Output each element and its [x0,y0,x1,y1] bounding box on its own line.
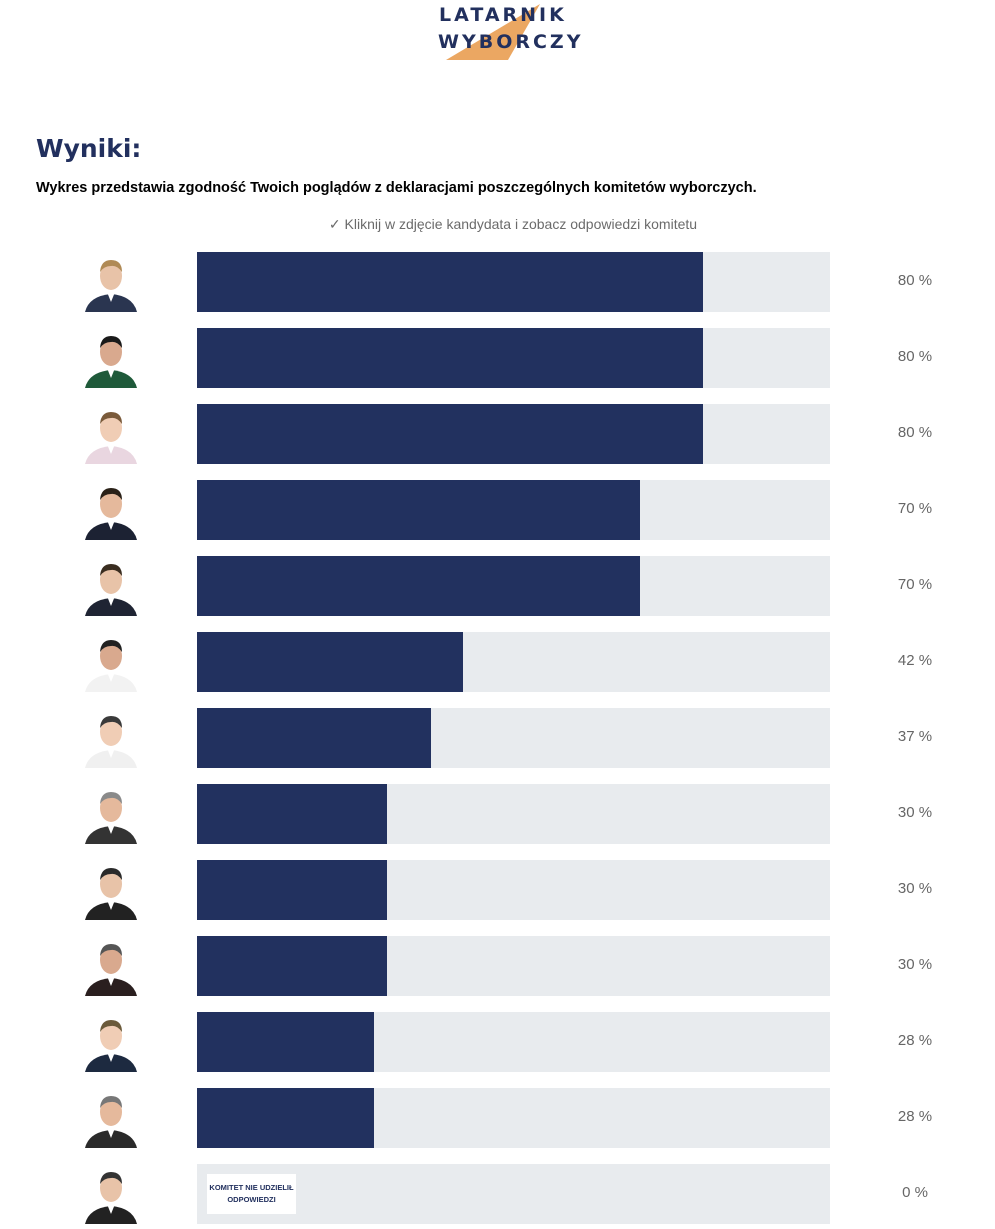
candidate-portrait-icon [81,556,141,616]
result-bar-track [197,1088,830,1148]
result-row: KOMITET NIE UDZIELIŁ ODPOWIEDZI 0 % [0,1164,995,1224]
result-percent: 28 % [897,1108,933,1125]
result-bar-track [197,328,830,388]
candidate-photo[interactable] [81,936,141,996]
result-bar-fill [197,252,704,312]
candidate-photo[interactable] [81,328,141,388]
logo-accent-shape [446,4,540,60]
candidate-photo[interactable] [81,556,141,616]
candidate-photo[interactable] [81,1164,141,1224]
result-percent: 70 % [897,500,933,517]
result-percent: 37 % [897,728,933,745]
result-percent: 80 % [897,424,933,441]
result-bar-track [197,404,830,464]
result-row: 30 % [0,860,995,920]
candidate-photo[interactable] [81,784,141,844]
result-bar-fill [197,936,387,996]
result-percent: 80 % [897,348,933,365]
result-bar-fill [197,404,704,464]
result-row: 28 % [0,1012,995,1072]
page-title: Wyniki: [36,134,142,163]
page-subtitle: Wykres przedstawia zgodność Twoich poglą… [36,180,757,196]
result-bar-track [197,860,830,920]
result-percent: 42 % [897,652,933,669]
result-bar-fill [197,328,704,388]
result-row: 70 % [0,556,995,616]
candidate-portrait-icon [81,1012,141,1072]
logo-line-1: LATARNIK [439,4,567,26]
result-bar-fill [197,784,387,844]
candidate-photo[interactable] [81,1088,141,1148]
candidate-photo[interactable] [81,860,141,920]
result-row: 80 % [0,252,995,312]
hint-text: ✓ Kliknij w zdjęcie kandydata i zobacz o… [328,216,698,232]
result-row: 30 % [0,784,995,844]
result-bar-fill [197,1088,375,1148]
result-percent: 30 % [897,956,933,973]
logo[interactable]: LATARNIK WYBORCZY [438,2,598,62]
candidate-portrait-icon [81,252,141,312]
candidate-portrait-icon [81,632,141,692]
result-percent: 70 % [897,576,933,593]
result-percent: 80 % [897,272,933,289]
result-bar-fill [197,480,641,540]
result-row: 70 % [0,480,995,540]
candidate-portrait-icon [81,860,141,920]
result-percent: 0 % [902,1184,928,1201]
candidate-portrait-icon [81,480,141,540]
result-row: 42 % [0,632,995,692]
candidate-portrait-icon [81,1088,141,1148]
result-bar-track [197,632,830,692]
candidate-photo[interactable] [81,480,141,540]
result-bar-track [197,556,830,616]
result-row: 30 % [0,936,995,996]
candidate-portrait-icon [81,404,141,464]
result-bar-fill [197,1012,375,1072]
candidate-portrait-icon [81,328,141,388]
result-bar-track [197,784,830,844]
candidate-photo[interactable] [81,632,141,692]
result-bar-fill [197,632,463,692]
result-percent: 28 % [897,1032,933,1049]
result-bar-fill [197,860,387,920]
candidate-photo[interactable] [81,404,141,464]
no-answer-badge: KOMITET NIE UDZIELIŁ ODPOWIEDZI [207,1174,296,1214]
result-bar-track: KOMITET NIE UDZIELIŁ ODPOWIEDZI [197,1164,830,1224]
result-row: 80 % [0,404,995,464]
result-row: 80 % [0,328,995,388]
candidate-portrait-icon [81,708,141,768]
result-row: 37 % [0,708,995,768]
candidate-portrait-icon [81,784,141,844]
result-bar-track [197,480,830,540]
result-percent: 30 % [897,880,933,897]
result-bar-track [197,708,830,768]
candidate-photo[interactable] [81,252,141,312]
result-bar-track [197,936,830,996]
result-row: 28 % [0,1088,995,1148]
candidate-portrait-icon [81,1164,141,1224]
candidate-photo[interactable] [81,708,141,768]
result-bar-fill [197,708,432,768]
candidate-photo[interactable] [81,1012,141,1072]
result-bar-track [197,252,830,312]
result-bar-track [197,1012,830,1072]
result-percent: 30 % [897,804,933,821]
result-bar-fill [197,556,641,616]
logo-line-2: WYBORCZY [438,31,584,53]
candidate-portrait-icon [81,936,141,996]
